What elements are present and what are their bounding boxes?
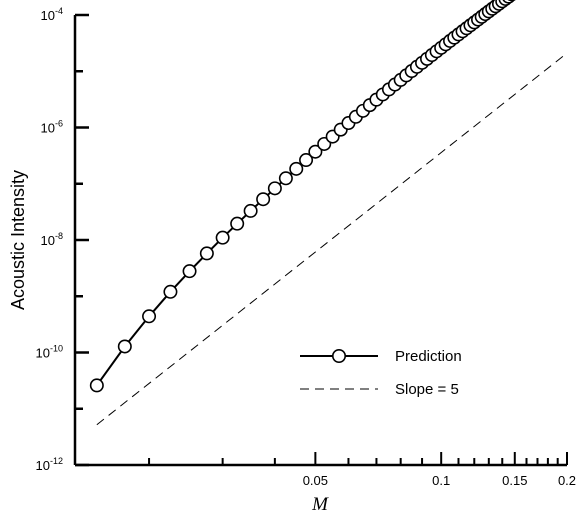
prediction-point [117,339,132,354]
legend: Prediction Slope = 5 [300,348,462,398]
prediction-point [267,181,282,196]
series-layer [89,0,568,426]
legend-slope-label: Slope = 5 [395,381,459,398]
x-tick-label: 0.15 [502,473,527,488]
prediction-point [308,144,323,159]
prediction-point [243,203,258,218]
y-tick-label: 10-6 [41,119,63,136]
legend-prediction-marker [331,348,346,363]
prediction-point [230,216,245,231]
y-ticks: 10-12 10-10 10-8 10-6 10-4 [36,6,89,473]
y-tick-label: 10-10 [36,344,63,361]
plot-area: 10-12 10-10 10-8 10-6 10-4 0.05 0.1 0.15 0.2 [36,0,576,488]
y-tick-label: 10-12 [36,456,63,473]
series-slope-5-line [96,52,568,426]
prediction-point [215,230,230,245]
prediction-point [163,284,178,299]
prediction-point [507,0,516,2]
prediction-point [299,153,314,168]
prediction-point [256,192,271,207]
y-tick-label: 10-4 [41,6,63,23]
prediction-point [199,246,214,261]
x-tick-label: 0.2 [558,473,576,488]
x-tick-label: 0.05 [303,473,328,488]
x-axis-label: M [311,494,329,515]
legend-prediction-label: Prediction [395,348,462,365]
series-prediction-line [95,0,506,386]
prediction-point [142,309,157,324]
prediction-point [278,171,293,186]
y-tick-label: 10-8 [41,231,63,248]
prediction-point [182,264,197,279]
prediction-point [289,161,304,176]
x-ticks: 0.05 0.1 0.15 0.2 [148,452,576,488]
y-axis-label: Acoustic Intensity [8,170,28,310]
prediction-point [89,378,104,393]
x-tick-label: 0.1 [432,473,450,488]
